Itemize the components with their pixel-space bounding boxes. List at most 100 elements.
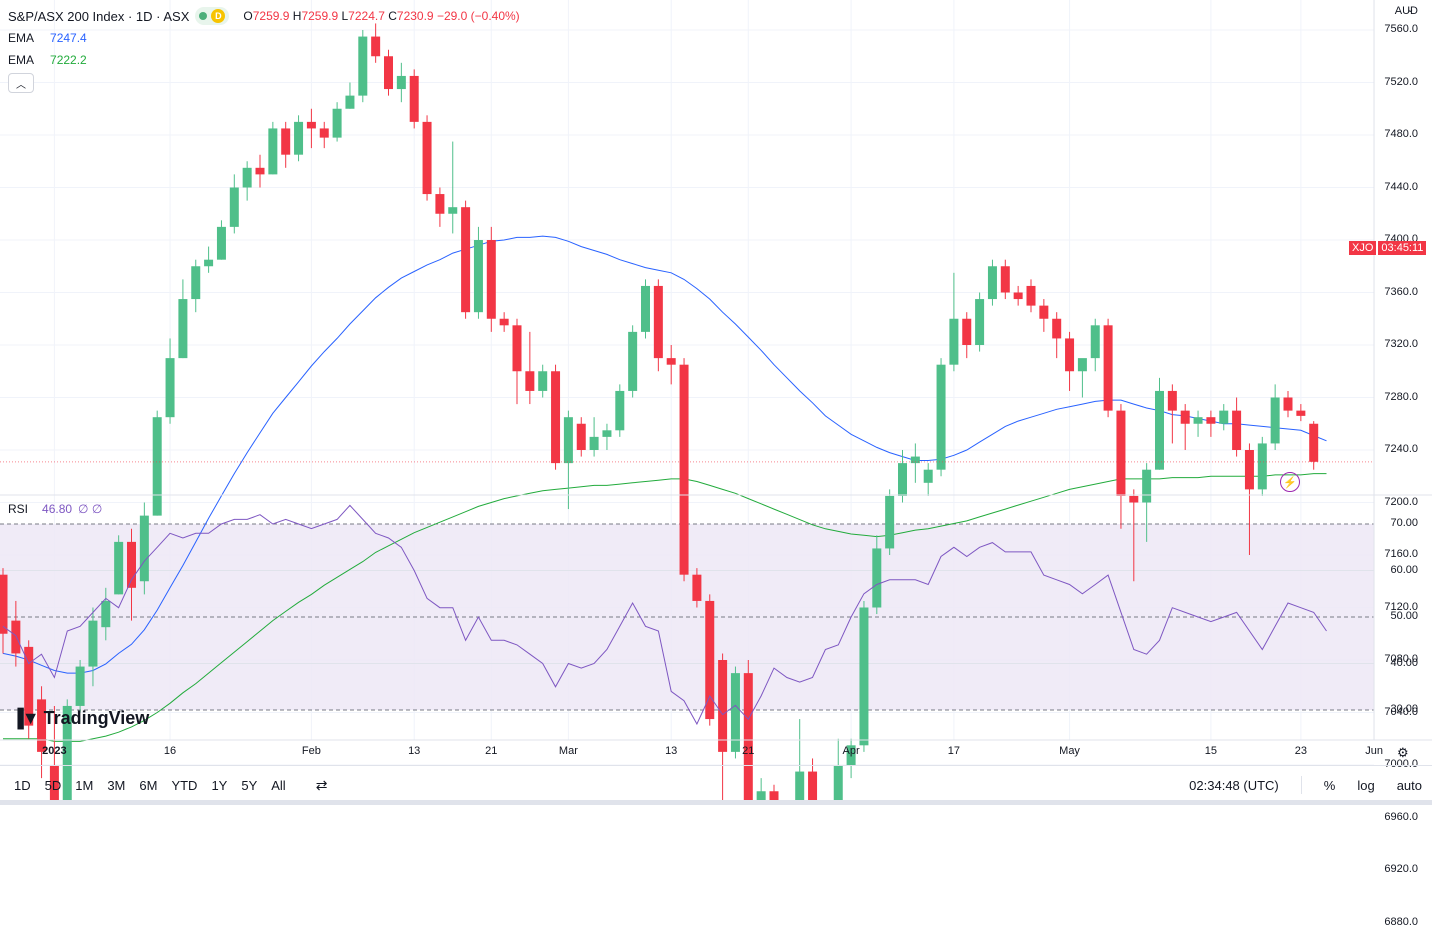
log-toggle[interactable]: log (1357, 777, 1375, 793)
candle-body[interactable] (1090, 325, 1100, 359)
collapse-legend-button[interactable]: ︿ (8, 73, 34, 93)
candle-body[interactable] (885, 495, 895, 549)
candle-body[interactable] (461, 207, 471, 313)
candle-body[interactable] (859, 607, 869, 746)
candle-body[interactable] (229, 187, 239, 227)
candle-body[interactable] (0, 574, 8, 634)
auto-toggle[interactable]: auto (1396, 777, 1422, 793)
symbol-title[interactable]: S&P/ASX 200 Index · 1D · ASX (8, 8, 190, 24)
candle-body[interactable] (37, 699, 47, 752)
candle-body[interactable] (1257, 443, 1267, 490)
candle-body[interactable] (1039, 305, 1049, 319)
candle-body[interactable] (525, 371, 535, 391)
range-button-5d[interactable]: 5D (44, 777, 62, 793)
range-button-3m[interactable]: 3M (107, 777, 126, 793)
candle-body[interactable] (319, 128, 329, 138)
candle-body[interactable] (1065, 338, 1075, 372)
candle-body[interactable] (216, 226, 226, 260)
currency-label[interactable]: AUD (1394, 5, 1418, 17)
market-status-pill[interactable]: D (195, 7, 230, 25)
candle-body[interactable] (24, 646, 34, 726)
date-range-icon[interactable]: ⇄ (315, 776, 328, 793)
candle-body[interactable] (1052, 318, 1062, 339)
utc-clock[interactable]: 02:34:48 (UTC) (1189, 777, 1279, 793)
range-button-1y[interactable]: 1Y (211, 777, 228, 793)
candle-body[interactable] (139, 515, 149, 582)
range-button-5y[interactable]: 5Y (241, 777, 258, 793)
candle-body[interactable] (1270, 397, 1280, 444)
tradingview-logo[interactable]: ▐▼ TradingView (11, 708, 149, 729)
range-button-1d[interactable]: 1D (14, 777, 31, 793)
range-button-all[interactable]: All (271, 777, 286, 793)
candle-body[interactable] (499, 318, 509, 326)
candle-body[interactable] (1219, 410, 1229, 424)
candle-body[interactable] (628, 331, 638, 391)
candle-body[interactable] (1232, 410, 1242, 450)
candle-body[interactable] (641, 285, 650, 332)
candle-body[interactable] (101, 600, 111, 628)
rsi-legend[interactable]: RSI 46.80 ∅ ∅ (8, 502, 102, 516)
candle-body[interactable] (1296, 410, 1306, 416)
candle-body[interactable] (204, 259, 214, 267)
candle-body[interactable] (1077, 358, 1087, 372)
candle-body[interactable] (653, 285, 663, 359)
candle-body[interactable] (114, 541, 124, 595)
candle-body[interactable] (486, 240, 496, 319)
candle-body[interactable] (808, 771, 818, 805)
candle-body[interactable] (1116, 410, 1126, 496)
candle-body[interactable] (949, 318, 959, 365)
candle-body[interactable] (1244, 450, 1254, 490)
ema-slow-legend[interactable]: EMA 7222.2 (8, 53, 87, 67)
candle-body[interactable] (306, 121, 316, 129)
candle-body[interactable] (898, 463, 907, 496)
candle-body[interactable] (679, 364, 689, 575)
candle-body[interactable] (371, 36, 381, 57)
candle-body[interactable] (396, 75, 406, 90)
candle-body[interactable] (910, 456, 920, 464)
ema-fast-legend[interactable]: EMA 7247.4 (8, 31, 87, 45)
candle-body[interactable] (987, 266, 997, 300)
candle-body[interactable] (1283, 397, 1293, 411)
candle-body[interactable] (88, 620, 98, 667)
candle-body[interactable] (756, 791, 766, 805)
candle-body[interactable] (615, 390, 625, 431)
candle-body[interactable] (384, 56, 393, 90)
candle-body[interactable] (127, 541, 136, 588)
candle-body[interactable] (1155, 390, 1164, 470)
range-button-1m[interactable]: 1M (75, 777, 94, 793)
candle-body[interactable] (1142, 469, 1152, 503)
candle-body[interactable] (576, 423, 586, 450)
candle-body[interactable] (242, 167, 252, 188)
candle-body[interactable] (769, 791, 779, 805)
candle-body[interactable] (281, 128, 291, 155)
candle-body[interactable] (1129, 495, 1139, 503)
candle-body[interactable] (962, 318, 972, 345)
candle-body[interactable] (255, 167, 265, 175)
candle-body[interactable] (473, 240, 483, 313)
candle-body[interactable] (551, 371, 561, 464)
percent-toggle[interactable]: % (1323, 777, 1336, 793)
candle-body[interactable] (75, 666, 85, 706)
candle-body[interactable] (178, 299, 188, 359)
candle-body[interactable] (11, 620, 21, 654)
candle-body[interactable] (1000, 266, 1010, 293)
candle-body[interactable] (191, 266, 201, 300)
candle-body[interactable] (152, 417, 162, 516)
candle-body[interactable] (165, 358, 175, 418)
candle-body[interactable] (666, 358, 676, 365)
candle-body[interactable] (872, 548, 882, 608)
settings-gear-icon[interactable]: ⚙ (1397, 745, 1409, 760)
candle-body[interactable] (743, 673, 753, 805)
candle-body[interactable] (49, 765, 59, 805)
chart-canvas[interactable] (0, 0, 1432, 805)
candle-body[interactable] (1193, 417, 1203, 424)
candle-body[interactable] (602, 430, 612, 437)
candle-body[interactable] (1013, 292, 1023, 300)
candle-body[interactable] (795, 771, 805, 805)
candle-body[interactable] (62, 705, 72, 805)
candle-body[interactable] (1309, 423, 1319, 462)
candle-body[interactable] (435, 194, 445, 214)
range-button-ytd[interactable]: YTD (171, 777, 198, 793)
candle-body[interactable] (833, 765, 843, 805)
candle-body[interactable] (409, 75, 419, 122)
